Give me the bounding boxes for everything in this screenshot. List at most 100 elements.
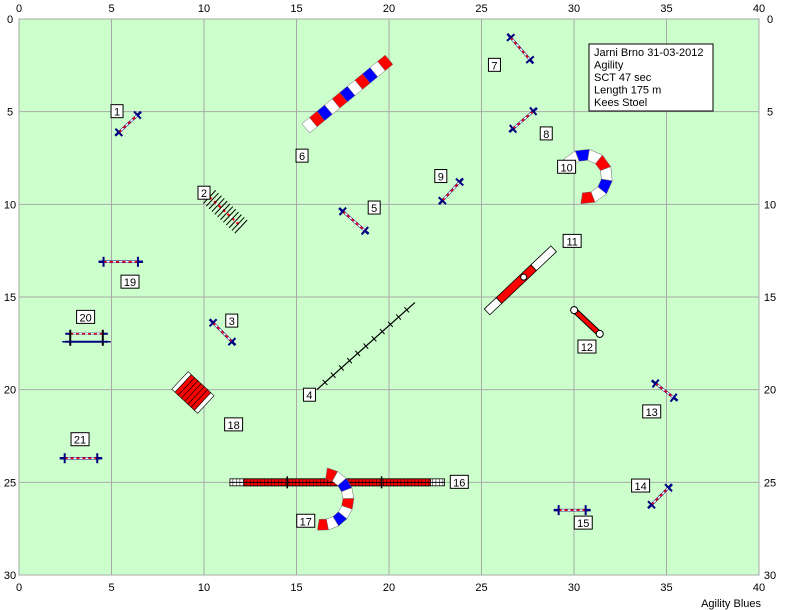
segment [521,118,525,122]
dogwalk-slat [355,350,361,357]
x-tick-bottom: 35 [660,582,672,594]
label-box [557,159,577,174]
dogwalk-slat [363,343,369,350]
segment [443,195,448,199]
obstacle-21 [59,453,103,464]
obstacle-label-21: 21 [70,432,90,447]
x-tick-bottom: 0 [16,582,22,594]
label-number: 2 [201,188,207,200]
info-box-frame [588,43,714,112]
obstacle-label-7: 7 [487,57,501,72]
label-box [434,169,448,184]
label-box [296,513,316,528]
segment [514,124,519,128]
obstacle-label-10: 10 [557,159,577,174]
dogwalk-slat [338,364,345,371]
x-tick-bottom: 15 [290,582,302,594]
label-number: 13 [646,407,658,419]
y-tick-right: 25 [764,477,776,489]
segment [129,118,134,123]
jump-wing [227,337,237,346]
obstacle-13 [650,378,679,403]
x-tick-top: 15 [290,3,302,15]
segment [523,52,527,56]
label-box [642,404,662,419]
obstacle-7 [506,33,535,65]
label-box [539,126,553,141]
x-tick-top: 35 [660,3,672,15]
label-number: 19 [124,277,136,289]
jump-wing [438,196,447,205]
obstacle-15 [553,505,591,516]
tire-end [595,329,604,338]
label-box [224,417,244,432]
obstacle-20 [62,329,111,346]
segment [450,188,454,192]
weave-pole [205,192,219,207]
segment [655,497,659,502]
label-box [110,104,124,119]
label-number: 10 [560,162,572,174]
obstacle-9 [438,177,464,206]
segment [657,495,661,499]
info-line: Agility [594,60,624,72]
jump-wing [133,110,142,120]
segment [513,41,518,45]
y-tick-left: 0 [7,14,13,26]
label-number: 1 [114,107,120,119]
obstacle-18 [171,371,215,414]
segment [120,127,125,131]
jump-wing [360,226,369,236]
info-line: Length 175 m [594,85,661,97]
label-box [562,233,582,248]
x-tick-bottom: 10 [198,582,210,594]
segment [661,491,665,495]
y-tick-left: 20 [4,385,16,397]
weave-pole [225,211,239,226]
obstacle-19 [98,256,143,267]
label-number: 16 [453,477,465,489]
obstacle-14 [647,483,673,510]
obstacle-2 [203,190,248,234]
label-number: 15 [577,518,589,530]
segment [448,190,452,195]
obstacle-label-2: 2 [197,185,211,200]
x-tick-top: 10 [198,3,210,15]
obstacle-12 [570,305,604,339]
segment [454,183,459,188]
x-tick-bottom: 40 [753,582,765,594]
jump-wing [529,106,538,116]
segment [359,226,364,230]
tunnel-segment [580,191,596,204]
label-box [449,474,469,489]
info-line: Kees Stoel [594,97,647,109]
obstacle-label-14: 14 [631,478,651,493]
weave-pole [228,214,242,229]
segment [659,493,663,497]
jump-wing [455,177,464,187]
label-number: 21 [74,435,86,447]
obstacle-11 [483,245,557,316]
jump-wing [208,318,218,328]
segment [657,384,661,388]
obstacle-label-15: 15 [573,515,593,530]
segment [216,326,220,330]
label-number: 11 [566,236,577,248]
obstacle-17 [317,467,355,531]
segment [653,499,657,504]
label-box [573,515,593,530]
obstacle-label-20: 20 [76,309,96,324]
label-number: 3 [229,316,235,328]
segment [452,186,456,190]
tire-end [570,306,579,315]
dogwalk-slat [371,335,377,342]
segment [348,216,353,220]
label-number: 17 [300,516,312,528]
y-tick-right: 15 [764,292,776,304]
segment [355,222,359,226]
segment [125,123,129,127]
